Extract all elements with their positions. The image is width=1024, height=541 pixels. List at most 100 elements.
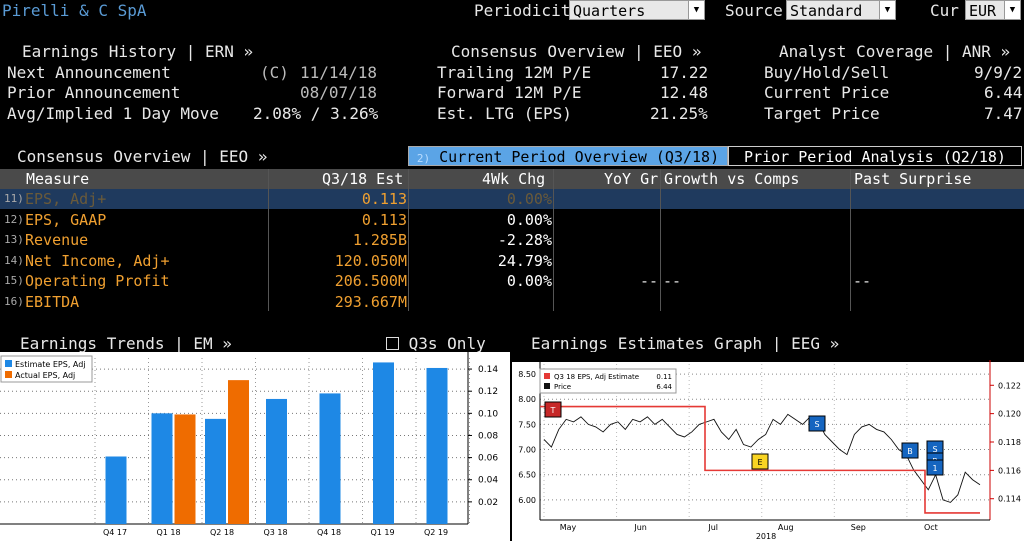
y-tick-label-left: 8.00 [518,395,536,404]
col-yoy-gr[interactable]: YoY Gr [604,170,659,188]
bar-estimate[interactable] [205,418,226,524]
legend-swatch-price [544,383,550,389]
y-tick-label-left: 8.50 [518,370,536,379]
overview-table-title[interactable]: Consensus Overview | EEO » [17,147,268,166]
svg-text:S: S [814,420,819,429]
col-measure[interactable]: Measure [26,170,90,188]
bar-estimate[interactable] [319,393,341,524]
x-tick-label: Jun [633,523,647,532]
y-tick-label: 0.06 [478,454,498,464]
tab-prior-period-label: Prior Period Analysis (Q2/18) [744,148,1006,166]
source-value: Standard [790,2,863,20]
legend-label-price: Price [554,383,571,391]
periodicity-select[interactable]: Quarters ▼ [569,0,705,20]
source-select[interactable]: Standard ▼ [786,0,896,20]
bar-actual[interactable] [228,380,249,524]
x-tick-label: Jul [707,523,718,532]
cell-growth-comps: -- [663,272,682,290]
bar-estimate[interactable] [151,413,173,524]
earnings-history-link[interactable]: Earnings History | ERN » [22,42,254,61]
cell-past-surprise: -- [853,272,872,290]
x-tick-label: Oct [924,523,938,532]
x-tick-label: Q1 18 [156,528,180,537]
tab-prior-period[interactable]: Prior Period Analysis (Q2/18) [728,146,1022,166]
legend-value-estimate: 0.11 [656,373,672,381]
table-row[interactable]: 13) Revenue 1.285B -2.28% [0,230,1024,250]
y-tick-label-right: 0.120 [998,410,1021,419]
row-number: 11) [4,192,24,205]
bar-actual[interactable] [174,414,196,524]
row-number: 14) [4,253,24,267]
y-tick-label-left: 6.50 [518,471,536,480]
prior-announcement-label: Prior Announcement [7,83,181,102]
col-4wk-chg[interactable]: 4Wk Chg [482,170,546,188]
cell-4wk-chg: 24.79% [497,251,552,270]
earnings-trends-link[interactable]: Earnings Trends | EM » [20,334,232,353]
cell-q3-est: 120.050M [334,251,407,270]
svg-text:B: B [907,447,913,456]
checkbox-icon [386,337,399,350]
y-tick-label: 0.10 [478,409,498,419]
table-row[interactable]: 12) EPS, GAAP 0.113 0.00% [0,210,1024,230]
col-q3-est[interactable]: Q3/18 Est [322,170,404,188]
prior-announcement-value: 08/07/18 [300,83,378,102]
q3s-only-checkbox[interactable]: Q3s Only [386,334,486,353]
table-row[interactable]: 11) EPS, Adj+ 0.113 0.00% [0,189,1024,209]
y-tick-label: 0.08 [478,431,498,441]
cell-4wk-chg: 0.00% [506,210,552,229]
bar-estimate[interactable] [373,362,394,524]
col-growth-comps[interactable]: Growth vs Comps [664,170,800,188]
y-tick-label-left: 7.00 [518,446,536,455]
tab-current-period[interactable]: 2) Current Period Overview (Q3/18) [408,146,728,166]
analyst-coverage-link[interactable]: Analyst Coverage | ANR » [779,42,1011,61]
day-move-label: Avg/Implied 1 Day Move [7,104,219,123]
cell-yoy-gr: -- [639,272,658,290]
event-marker[interactable]: B [901,442,919,459]
y-tick-label: 0.14 [478,365,498,375]
estimates-graph-link[interactable]: Earnings Estimates Graph | EEG » [531,334,840,353]
y-tick-label-left: 7.50 [518,420,536,429]
consensus-overview-link[interactable]: Consensus Overview | EEO » [451,42,702,61]
legend-label-estimate: Estimate EPS, Adj [15,360,86,369]
x-tick-label: Q2 19 [424,528,448,537]
x-tick-label: Q4 17 [103,528,127,537]
col-divider [660,169,661,311]
col-divider [268,169,269,311]
event-marker[interactable]: 1 [926,459,944,476]
target-price-label: Target Price [764,104,880,123]
current-price-value: 6.44 [984,83,1023,102]
bar-estimate[interactable] [426,367,448,524]
chart-legend: Q3 18 EPS, Adj Estimate 0.11 Price 6.44 [539,368,677,394]
cell-measure: Operating Profit [25,272,170,290]
table-row[interactable]: 15) Operating Profit 206.500M 0.00% -- -- -- [0,271,1024,291]
col-past-surprise[interactable]: Past Surprise [854,170,972,188]
bar-estimate[interactable] [105,456,127,524]
buy-hold-sell-label: Buy/Hold/Sell [764,63,890,82]
periodicity-label: Periodicity [474,1,580,20]
buy-hold-sell-value: 9/9/2 [974,63,1023,82]
col-divider [850,169,851,311]
cell-measure: Revenue [25,231,89,249]
cell-4wk-chg: 0.00% [506,190,552,208]
table-row[interactable]: 16) EBITDA 293.667M [0,292,1024,312]
x-tick-label: Q1 19 [370,528,394,537]
bar-estimate[interactable] [266,398,287,524]
y-tick-label-right: 0.122 [998,381,1021,390]
source-label: Source [725,1,783,20]
event-marker[interactable]: T [544,401,562,418]
event-marker[interactable]: S [808,415,826,432]
event-marker[interactable]: E [751,453,769,470]
x-tick-label: Q2 18 [210,528,234,537]
periodicity-value: Quarters [573,2,646,20]
cell-q3-est: 293.667M [334,292,407,311]
cell-4wk-chg: -2.28% [497,231,552,249]
col-divider [408,169,409,311]
cell-q3-est: 206.500M [334,272,407,290]
target-price-value: 7.47 [984,104,1023,123]
y-tick-label-right: 0.118 [998,438,1021,447]
table-row[interactable]: 14) Net Income, Adj+ 120.050M 24.79% [0,251,1024,271]
next-announcement-label: Next Announcement [7,63,171,82]
currency-select[interactable]: EUR ▼ [965,0,1021,20]
cell-measure: Net Income, Adj+ [25,251,170,270]
chevron-down-icon: ▼ [1004,1,1020,19]
